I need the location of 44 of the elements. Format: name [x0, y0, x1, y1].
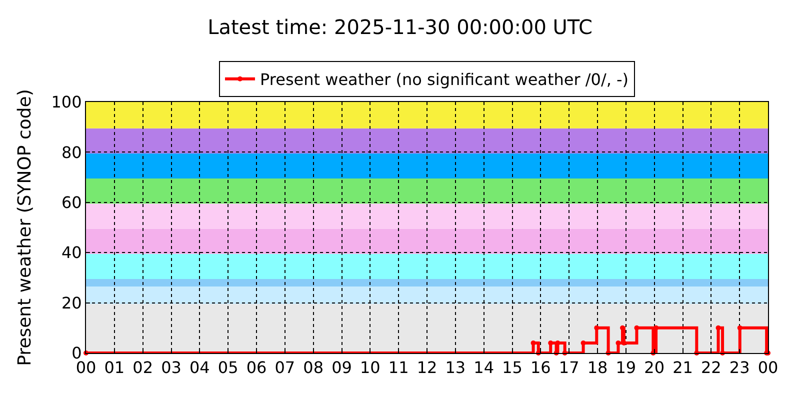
x-tick-label: 15: [502, 358, 522, 378]
x-tick-label: 22: [700, 358, 722, 378]
point: [594, 325, 600, 330]
point: [620, 325, 626, 330]
x-tick-label: 11: [388, 358, 409, 378]
point: [737, 325, 742, 330]
point: [580, 340, 586, 346]
x-tick-label: 06: [246, 358, 267, 378]
x-tick-label: 04: [189, 358, 210, 378]
x-tick-label: 07: [274, 358, 296, 378]
x-tick-label: 10: [360, 358, 380, 378]
x-tick-label: 14: [474, 358, 494, 378]
y-tick-label: 80: [61, 142, 82, 162]
point: [654, 325, 659, 330]
x-tick-label: 00: [76, 358, 96, 378]
x-tick-label: 16: [530, 358, 551, 378]
x-tick-label: 08: [303, 358, 324, 378]
y-tick-label: 40: [61, 243, 82, 262]
x-tick-label: 03: [161, 358, 182, 378]
point: [555, 340, 560, 346]
x-tick-label: 19: [616, 358, 636, 378]
y-tick-label: 100: [51, 92, 82, 112]
y-axis-title: Present weather (SYNOP code): [14, 89, 36, 366]
x-tick-label: 12: [416, 358, 438, 378]
x-tick-label: 13: [445, 358, 466, 378]
point: [634, 325, 640, 330]
x-tick-label: 00: [758, 358, 778, 378]
x-tick-label: 05: [218, 358, 238, 378]
chart-title: Latest time: 2025-11-30 00:00:00 UTC: [208, 15, 592, 39]
point: [530, 340, 536, 346]
point: [548, 340, 554, 346]
y-tick-label: 60: [61, 193, 82, 212]
x-tick-label: 18: [587, 358, 608, 378]
x-tick-label: 23: [729, 358, 750, 378]
x-tick-label: 01: [104, 358, 125, 378]
x-tick-label: 20: [644, 358, 665, 378]
legend-label: Present weather (no significant weather /0/, -): [260, 70, 629, 90]
point: [716, 325, 721, 330]
x-tick-label: 17: [558, 358, 580, 378]
x-tick-label: 02: [132, 358, 154, 378]
point: [616, 340, 621, 346]
y-tick-label: 20: [61, 293, 82, 312]
x-tick-label: 21: [672, 358, 693, 378]
x-tick-label: 09: [332, 358, 352, 378]
